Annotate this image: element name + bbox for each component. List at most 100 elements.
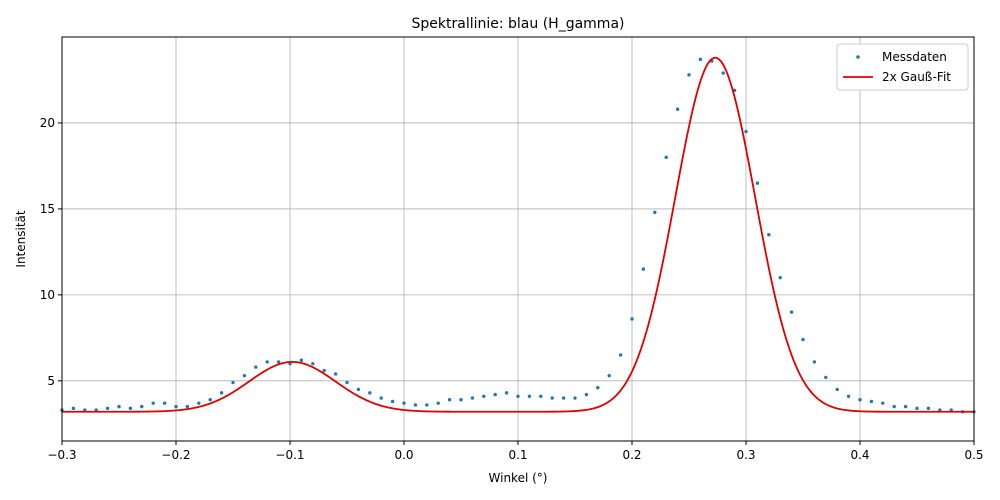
data-point	[117, 404, 121, 409]
legend-label-fit: 2x Gauß-Fit	[882, 70, 951, 84]
data-point	[915, 406, 919, 411]
data-layer	[60, 57, 976, 414]
data-point	[653, 210, 657, 215]
data-point	[299, 358, 304, 362]
y-tick-label: 20	[40, 116, 55, 130]
data-point	[778, 275, 782, 280]
data-point	[345, 380, 349, 385]
data-point	[333, 372, 338, 376]
x-tick-label: −0.2	[161, 448, 190, 462]
data-point	[254, 365, 258, 369]
data-point	[550, 396, 554, 400]
data-point	[744, 129, 748, 134]
data-point	[664, 155, 668, 160]
x-ticks: −0.3 −0.2 −0.1 0.0 0.1 0.2 0.3 0.4 0.5	[47, 441, 984, 462]
data-point	[926, 406, 931, 411]
data-point	[824, 375, 828, 380]
legend-marker-measured	[856, 55, 860, 59]
data-point	[812, 360, 817, 364]
data-point	[276, 360, 281, 364]
x-tick-label: 0.2	[622, 448, 641, 462]
data-point	[846, 394, 851, 399]
data-point	[596, 386, 600, 390]
data-point	[174, 404, 178, 409]
data-point	[425, 403, 429, 407]
legend: Messdaten 2x Gauß-Fit	[836, 43, 969, 91]
data-point	[379, 396, 383, 400]
data-point	[858, 398, 862, 402]
data-point	[539, 394, 543, 399]
data-point	[71, 406, 76, 411]
data-point	[835, 387, 839, 392]
x-tick-label: −0.3	[47, 448, 76, 462]
data-point	[755, 181, 760, 185]
x-axis-label: Winkel (°)	[489, 471, 548, 485]
data-point	[242, 373, 247, 378]
x-tick-label: 0.3	[736, 448, 755, 462]
data-point	[265, 360, 269, 364]
y-tick-label: 10	[40, 288, 55, 302]
data-point	[402, 401, 406, 405]
data-point	[607, 373, 611, 378]
y-axis-label: Intensität	[14, 210, 28, 267]
data-point	[516, 394, 520, 399]
data-point	[493, 392, 497, 397]
data-point	[140, 404, 144, 409]
data-point	[219, 391, 224, 395]
data-point	[185, 404, 190, 409]
data-point	[721, 71, 725, 75]
data-point	[504, 391, 509, 395]
data-point	[311, 361, 315, 366]
data-point	[892, 404, 896, 409]
data-point	[151, 401, 155, 405]
data-point	[561, 396, 566, 400]
data-point	[903, 404, 908, 409]
data-point	[459, 398, 463, 402]
data-point	[482, 394, 486, 399]
data-point	[641, 267, 646, 271]
x-tick-label: 0.4	[850, 448, 869, 462]
data-point	[573, 396, 577, 400]
y-tick-label: 15	[40, 202, 55, 216]
x-tick-label: 0.0	[394, 448, 413, 462]
legend-box	[836, 43, 969, 91]
data-point	[630, 317, 634, 321]
data-point	[869, 399, 874, 404]
data-point	[470, 396, 475, 400]
data-point	[801, 337, 805, 342]
data-point	[527, 394, 532, 399]
data-point	[208, 398, 212, 402]
y-ticks: 5 10 15 20	[40, 116, 62, 388]
x-tick-label: −0.1	[275, 448, 304, 462]
fit-line	[62, 56, 974, 413]
data-point	[767, 233, 771, 237]
data-point	[231, 380, 235, 385]
x-tick-label: 0.5	[964, 448, 983, 462]
data-point	[618, 353, 623, 357]
data-point	[322, 368, 326, 373]
data-point	[881, 401, 885, 405]
data-point	[368, 391, 372, 395]
y-tick-label: 5	[47, 374, 55, 388]
data-point	[105, 406, 110, 411]
data-point	[197, 401, 201, 405]
data-point	[584, 392, 589, 397]
data-point	[675, 107, 680, 111]
legend-label-measured: Messdaten	[882, 50, 947, 64]
data-point	[436, 401, 440, 405]
data-point	[698, 57, 703, 62]
plot-frame	[61, 36, 975, 442]
data-point	[413, 403, 418, 407]
chart-title: Spektrallinie: blau (H_gamma)	[412, 16, 625, 32]
data-point	[390, 399, 395, 404]
data-point	[162, 401, 167, 405]
data-point	[687, 73, 691, 77]
data-point	[789, 310, 794, 314]
x-tick-label: 0.1	[508, 448, 527, 462]
data-point	[356, 387, 361, 392]
data-point	[447, 398, 452, 402]
fit-layer	[62, 56, 974, 413]
data-point	[128, 406, 133, 411]
